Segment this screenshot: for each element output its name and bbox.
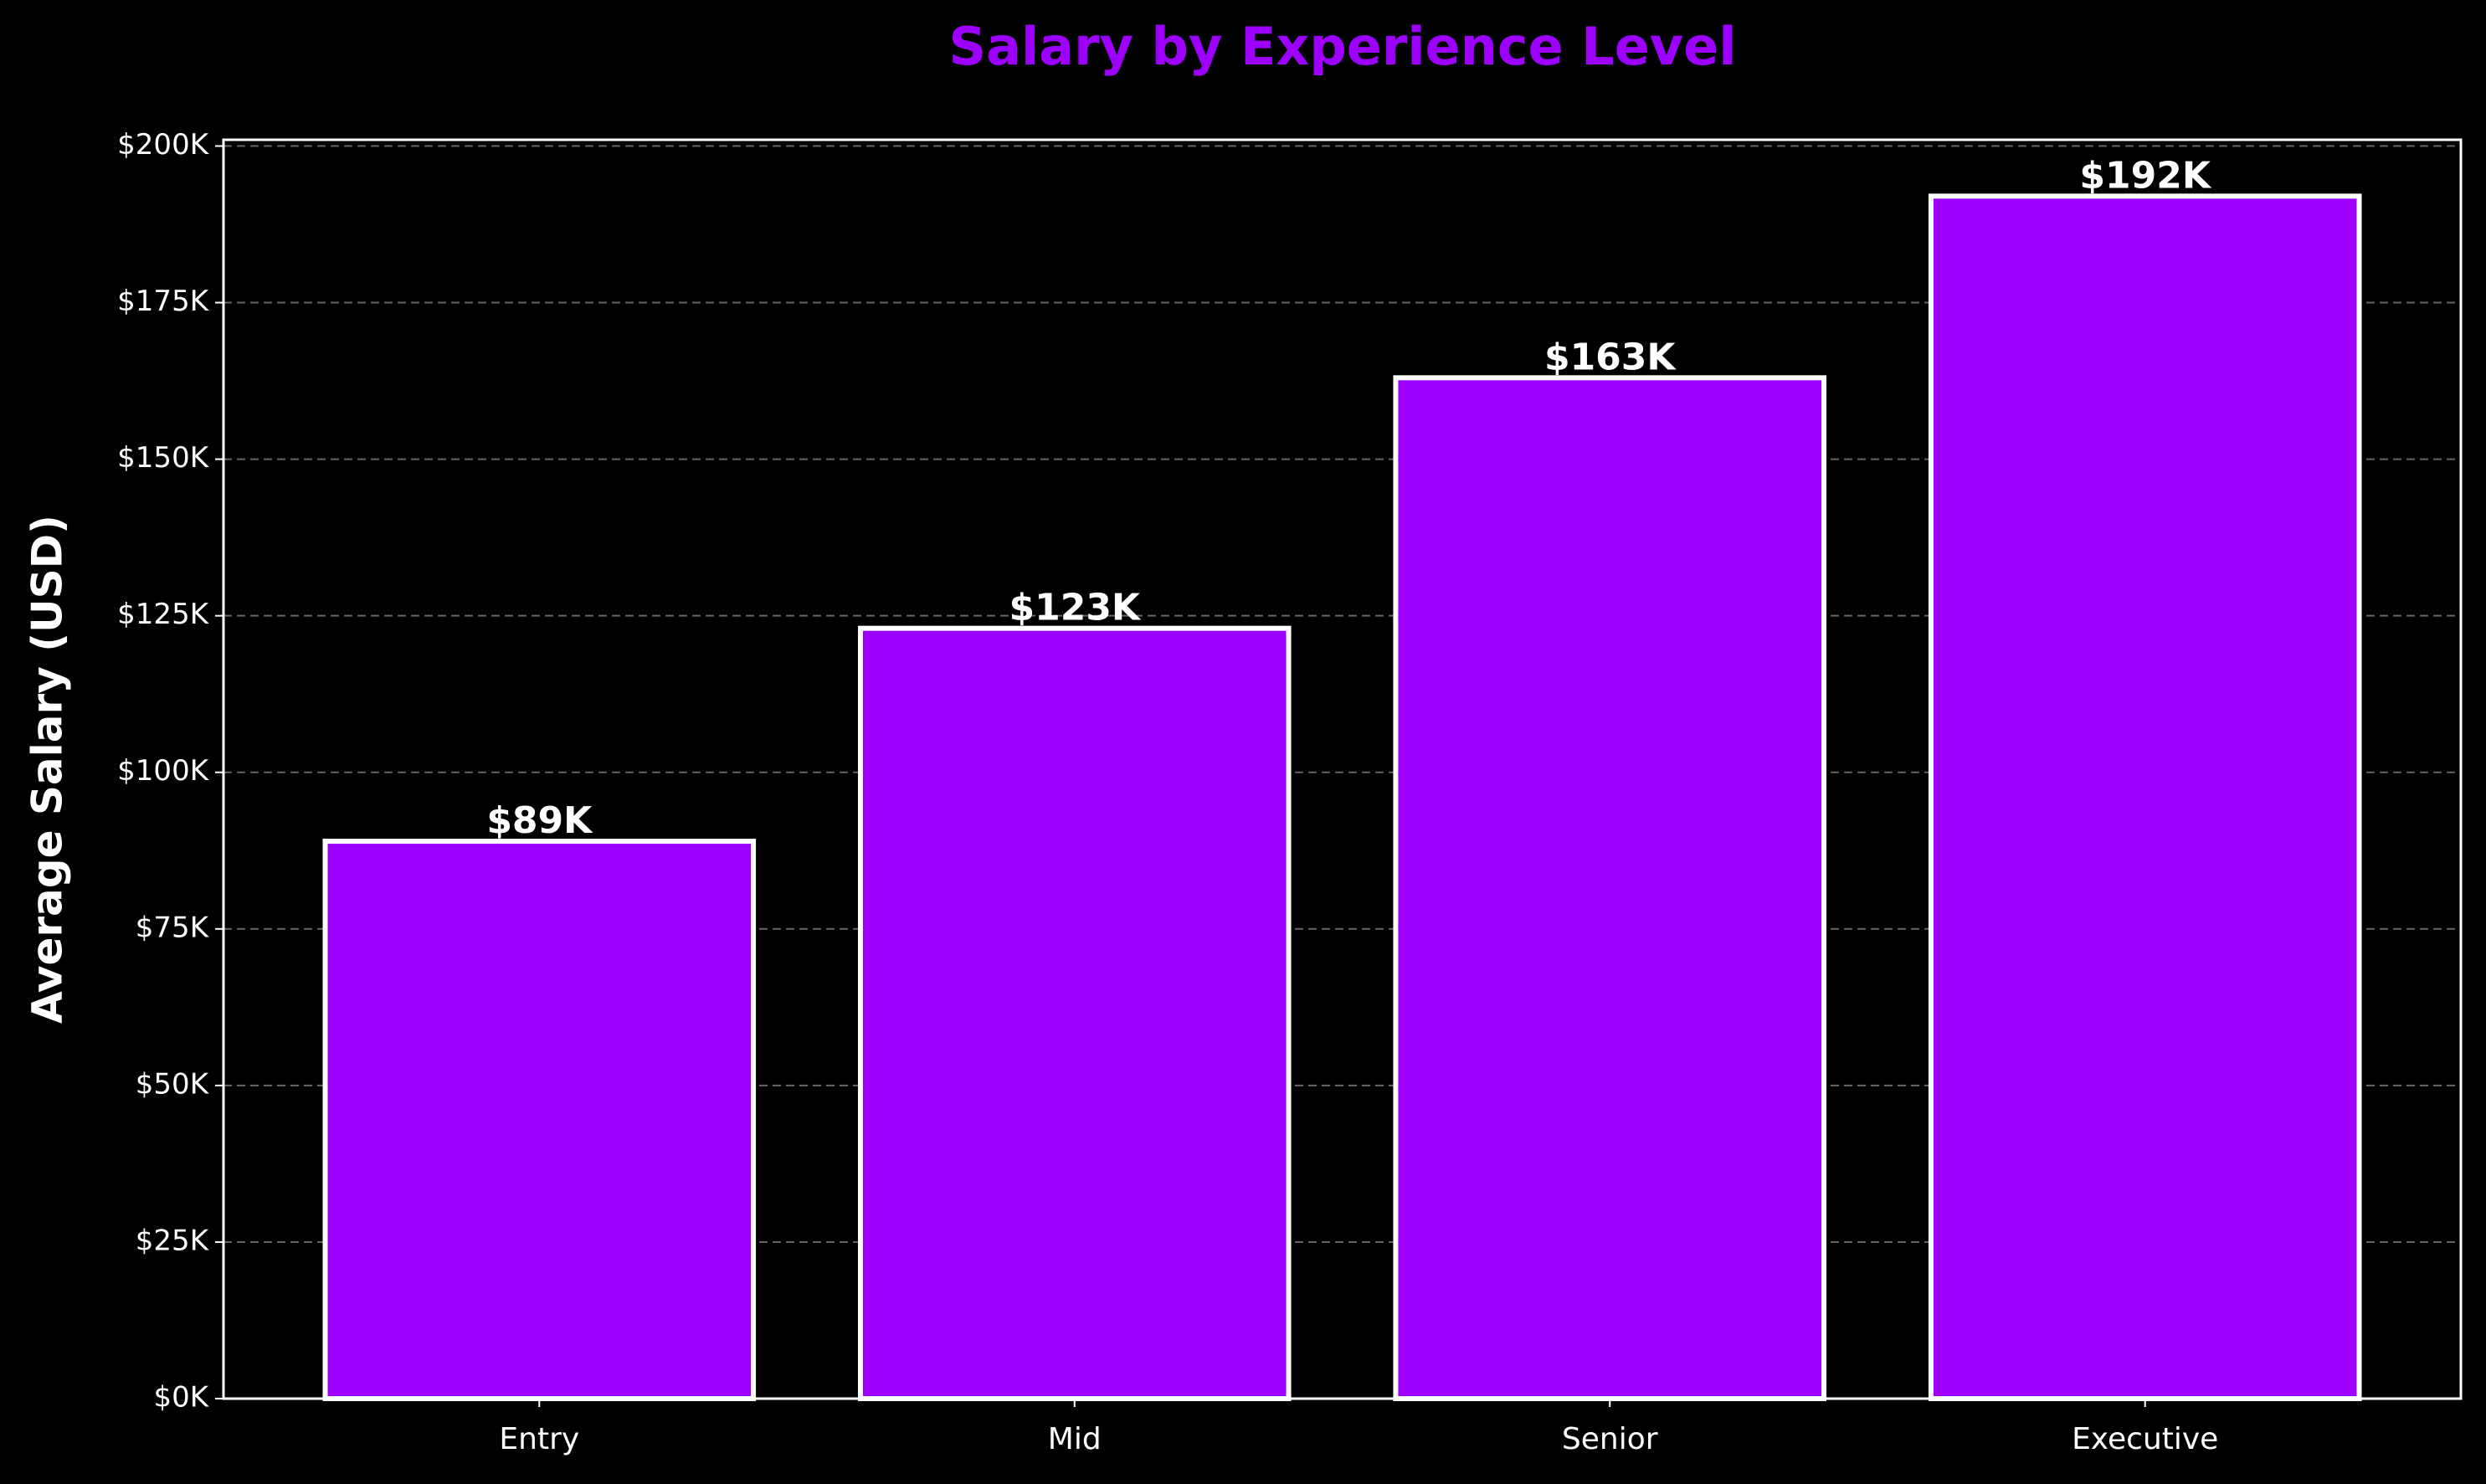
x-tick-label: Executive — [2072, 1422, 2218, 1456]
y-tick-label: $125K — [117, 598, 210, 631]
y-tick-label: $75K — [136, 911, 210, 944]
value-label: $123K — [1009, 587, 1141, 629]
x-tick-label: Senior — [1562, 1422, 1658, 1456]
y-tick-label: $0K — [153, 1381, 209, 1415]
value-label: $89K — [486, 799, 593, 842]
x-tick-label: Mid — [1048, 1422, 1102, 1456]
y-axis-label: Average Salary (USD) — [23, 515, 72, 1024]
y-tick-label: $25K — [136, 1224, 210, 1257]
bar — [857, 625, 1292, 1401]
bar — [1928, 193, 2362, 1402]
value-label: $163K — [1544, 336, 1677, 378]
y-tick-label: $150K — [117, 441, 210, 475]
bar — [322, 839, 757, 1401]
value-label: $192K — [2079, 154, 2211, 197]
plot-frame — [222, 138, 2463, 1400]
y-tick-label: $50K — [136, 1067, 210, 1101]
bar — [1393, 375, 1827, 1402]
y-tick-label: $100K — [117, 754, 210, 788]
x-tick-label: Entry — [499, 1422, 579, 1456]
y-tick-label: $175K — [117, 285, 210, 318]
chart-title: Salary by Experience Level — [949, 16, 1737, 77]
y-tick-label: $200K — [117, 128, 210, 162]
